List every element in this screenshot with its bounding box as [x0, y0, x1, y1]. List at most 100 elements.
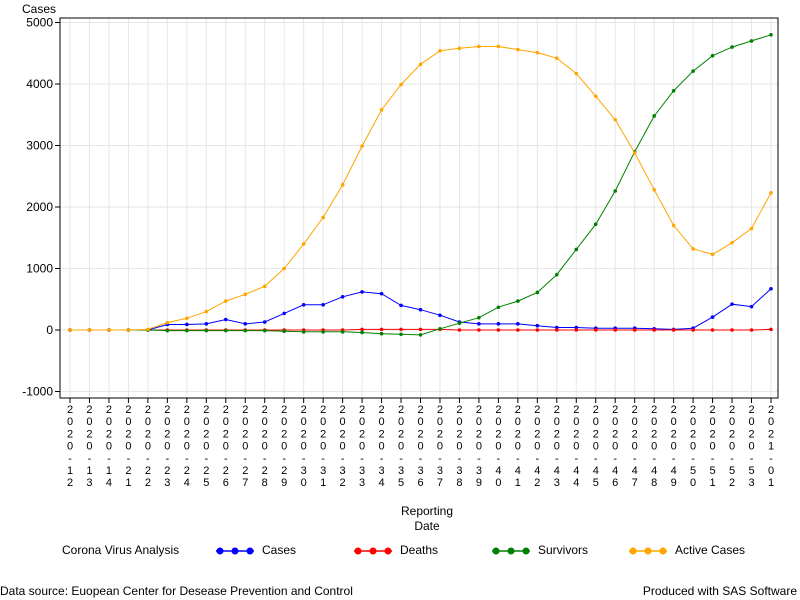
x-tick-label: 2 0 2 0 -3 1: [320, 404, 326, 489]
data-point: [477, 328, 481, 332]
data-point: [574, 325, 579, 330]
x-tick-label: 2 0 2 0 -4 9: [671, 404, 677, 489]
data-point: [223, 317, 228, 322]
data-point: [379, 291, 384, 296]
data-point: [749, 39, 754, 43]
data-point: [769, 191, 773, 195]
x-tick-label: 2 0 2 0 -2 6: [223, 404, 229, 489]
data-point: [555, 325, 559, 330]
data-point: [691, 69, 695, 73]
data-point: [749, 328, 754, 332]
y-axis-title: Cases: [22, 2, 56, 16]
x-tick-label: 2 0 2 0 -5 2: [729, 404, 735, 489]
data-point: [204, 328, 209, 333]
data-point: [360, 144, 364, 148]
data-point: [185, 328, 189, 333]
legend-title: Corona Virus Analysis: [62, 543, 180, 557]
data-point: [379, 331, 384, 336]
data-point: [574, 71, 579, 76]
x-tick-label: 2 0 2 0 -4 5: [593, 404, 599, 489]
data-point: [165, 320, 170, 325]
data-point: [516, 328, 520, 332]
data-point: [399, 82, 403, 87]
data-point: [301, 302, 306, 307]
data-point: [457, 328, 462, 332]
produced-with-footnote: Produced with SAS Software: [642, 584, 797, 598]
x-axis-title-line2: Date: [414, 519, 440, 533]
series-deaths: [68, 327, 773, 332]
data-point: [262, 284, 267, 289]
data-point: [710, 315, 715, 319]
data-point: [710, 53, 715, 58]
x-tick-label: 2 0 2 0 -4 1: [515, 404, 521, 489]
x-tick-label: 2 0 2 0 -1 3: [86, 404, 92, 489]
active-cases-swatch-icon: [629, 547, 667, 555]
x-tick-label: 2 0 2 0 -3 0: [301, 404, 307, 489]
data-point: [418, 327, 423, 332]
cases-swatch-icon: [216, 547, 254, 555]
data-point: [613, 328, 618, 332]
x-tick-label: 2 0 2 0 -2 4: [184, 404, 190, 489]
grid: [60, 18, 778, 398]
plot-frame: [59, 17, 779, 399]
survivors-swatch-icon: [492, 547, 530, 555]
data-point: [671, 88, 676, 93]
series-lines: [68, 33, 773, 337]
data-point: [516, 322, 520, 326]
legend: Corona Virus Analysis Cases Deaths Survi…: [0, 543, 800, 561]
data-point: [243, 292, 248, 297]
x-tick-label: 2 0 2 0 -3 6: [417, 404, 423, 489]
y-tick-label: 0: [46, 323, 53, 337]
x-tick-label: 2 0 2 0 -2 8: [262, 404, 268, 489]
data-point: [516, 47, 520, 52]
data-point: [769, 327, 773, 332]
data-point: [185, 316, 189, 321]
data-point: [574, 328, 579, 332]
data-point: [223, 299, 228, 303]
data-point: [262, 320, 267, 324]
data-point: [730, 45, 734, 49]
data-point: [438, 48, 442, 53]
data-point: [165, 328, 170, 333]
data-point: [204, 309, 209, 314]
x-tick-label: 2 0 2 0 -5 0: [690, 404, 696, 489]
y-tick-label: 2000: [26, 200, 53, 214]
legend-label-deaths: Deaths: [400, 543, 439, 557]
data-point: [749, 226, 754, 231]
data-point: [399, 303, 403, 308]
data-point: [710, 328, 715, 332]
data-point: [691, 247, 695, 251]
x-tick-label: 2 0 2 0 -3 7: [437, 404, 443, 489]
x-tick-label: 2 0 2 0 -5 1: [710, 404, 716, 489]
x-tick-label: 2 0 2 0 -4 7: [632, 404, 638, 489]
data-point: [496, 44, 501, 49]
data-point: [360, 330, 364, 335]
data-point: [496, 328, 501, 332]
data-point: [613, 189, 618, 193]
data-point: [87, 328, 92, 332]
y-axis-ticks: -1000 0 1000 2000 3000 4000 5000: [22, 16, 60, 399]
data-point: [282, 329, 286, 334]
x-tick-label: 2 0 2 0 -2 9: [281, 404, 287, 489]
legend-label-cases: Cases: [262, 543, 297, 557]
data-point: [730, 302, 734, 306]
data-point: [418, 307, 423, 312]
legend-label-active-cases: Active Cases: [675, 543, 746, 557]
x-tick-label: 2 0 2 0 -3 8: [456, 404, 462, 489]
data-point: [555, 272, 559, 277]
y-tick-label: 1000: [26, 262, 53, 276]
data-point: [243, 322, 248, 326]
x-axis-ticks: 2 0 2 0 -1 2 2 0 2 0 -1 3 2 0 2 0 -1 4 2 0 2 0 -2 1 2 0 2 0 -2 2 2 0 2 0-…: [67, 398, 774, 489]
data-point: [126, 328, 131, 332]
data-point: [593, 222, 598, 227]
data-point: [282, 311, 286, 316]
data-point: [632, 151, 637, 155]
data-point: [360, 327, 364, 332]
data-point: [477, 315, 481, 320]
data-point: [301, 330, 306, 334]
data-point: [321, 215, 325, 220]
data-point: [340, 183, 345, 187]
data-point: [262, 328, 267, 333]
data-point: [691, 328, 695, 332]
